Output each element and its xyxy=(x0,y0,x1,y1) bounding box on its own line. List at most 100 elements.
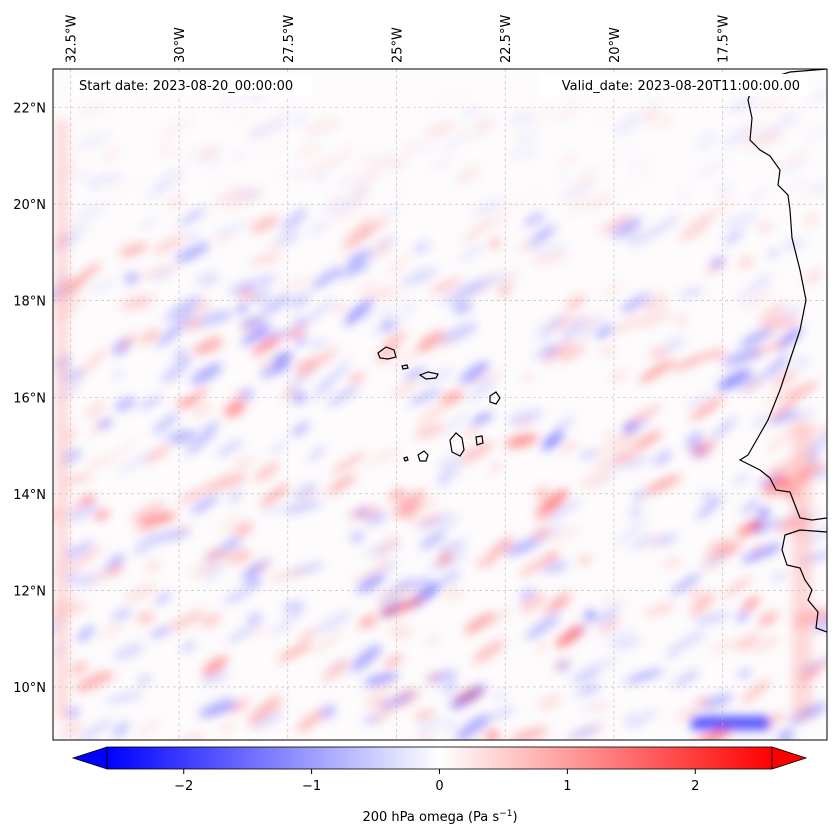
omega-streak xyxy=(694,725,735,740)
omega-streak xyxy=(628,709,658,729)
omega-streak xyxy=(641,106,661,123)
omega-streak xyxy=(303,297,336,325)
omega-streak xyxy=(552,415,575,436)
omega-streak xyxy=(76,347,109,378)
omega-streak xyxy=(138,675,151,685)
valid-date-box xyxy=(540,74,808,96)
omega-streak xyxy=(67,170,89,181)
omega-streak xyxy=(794,182,827,195)
omega-streak xyxy=(531,251,570,265)
omega-streak xyxy=(183,387,209,409)
omega-streak xyxy=(430,103,443,115)
omega-streak xyxy=(509,727,549,740)
omega-streak xyxy=(105,144,119,158)
omega-streak xyxy=(350,187,367,200)
omega-streak xyxy=(649,347,668,360)
omega-streak xyxy=(89,423,105,436)
omega-streak xyxy=(253,711,284,728)
omega-streak xyxy=(533,241,570,257)
omega-streak xyxy=(119,243,148,257)
island-sao-nicolau xyxy=(418,371,439,380)
omega-streak xyxy=(233,456,254,470)
omega-streak xyxy=(114,397,136,412)
omega-streak xyxy=(653,450,672,466)
omega-streak xyxy=(203,693,231,715)
omega-streak xyxy=(394,630,413,638)
omega-streak xyxy=(64,503,99,523)
omega-streak xyxy=(737,632,759,652)
omega-streak xyxy=(72,573,99,587)
omega-streak xyxy=(283,601,304,613)
omega-streak xyxy=(628,153,651,170)
omega-right-strip xyxy=(792,420,812,720)
omega-streak xyxy=(326,384,361,407)
omega-streak xyxy=(622,165,657,189)
lat-tick-label-1: 12°N xyxy=(13,584,46,599)
omega-streak xyxy=(165,195,186,209)
omega-streak xyxy=(470,412,493,426)
omega-streak xyxy=(185,429,217,456)
omega-streak xyxy=(707,350,727,359)
omega-streak xyxy=(225,402,246,417)
omega-streak xyxy=(506,409,544,425)
omega-streak xyxy=(222,390,248,414)
omega-streak xyxy=(74,135,111,147)
omega-streak xyxy=(364,673,399,687)
omega-streak xyxy=(227,623,258,644)
omega-streak xyxy=(700,557,722,571)
omega-streak xyxy=(439,126,475,154)
omega-streak xyxy=(296,710,324,733)
omega-streak xyxy=(146,560,161,572)
omega-streak xyxy=(614,519,647,545)
omega-streak xyxy=(111,370,125,379)
omega-streak xyxy=(661,336,685,354)
omega-streak xyxy=(623,712,639,725)
coastlines xyxy=(377,69,827,633)
lon-tick-label-0: 32.5°W xyxy=(64,15,79,63)
omega-streak xyxy=(161,428,189,443)
omega-streak xyxy=(519,587,537,603)
island-maio xyxy=(475,435,484,446)
omega-streak xyxy=(456,715,490,740)
omega-streak xyxy=(604,628,636,645)
omega-streak xyxy=(206,334,220,343)
omega-streak xyxy=(154,592,172,605)
omega-streak xyxy=(326,474,357,495)
omega-streak xyxy=(701,693,733,709)
omega-streak xyxy=(486,730,499,740)
omega-streak xyxy=(214,232,233,244)
omega-streak xyxy=(737,668,752,679)
omega-streak xyxy=(440,570,461,585)
island-santo-antao xyxy=(377,346,397,360)
omega-streak xyxy=(82,102,115,118)
lat-tick-label-5: 20°N xyxy=(13,198,46,213)
omega-streak xyxy=(386,617,407,636)
omega-streak xyxy=(567,726,602,740)
omega-streak xyxy=(201,613,222,627)
omega-streak xyxy=(541,431,564,450)
omega-streak xyxy=(138,218,161,229)
omega-streak xyxy=(388,346,425,372)
omega-streak xyxy=(697,496,723,519)
omega-streak xyxy=(196,311,234,326)
omega-streak xyxy=(389,158,406,170)
omega-streak xyxy=(247,613,263,624)
omega-streak xyxy=(752,543,763,554)
omega-streak xyxy=(537,512,551,522)
omega-streak xyxy=(278,168,302,177)
omega-streak xyxy=(523,98,535,107)
omega-streak xyxy=(291,422,310,436)
omega-streak xyxy=(747,186,770,204)
omega-streak xyxy=(487,237,502,250)
omega-streak xyxy=(765,424,799,454)
omega-streak xyxy=(72,494,92,510)
omega-streak xyxy=(374,157,397,167)
latitude-tick-labels: 10°N 12°N 14°N 16°N 18°N 20°N 22°N xyxy=(13,102,46,696)
omega-streak xyxy=(297,144,321,160)
omega-streak xyxy=(296,643,315,654)
omega-streak xyxy=(560,440,578,454)
omega-streak xyxy=(443,722,457,730)
omega-streak xyxy=(124,179,141,189)
omega-streak xyxy=(722,213,759,228)
omega-streak xyxy=(557,660,569,672)
